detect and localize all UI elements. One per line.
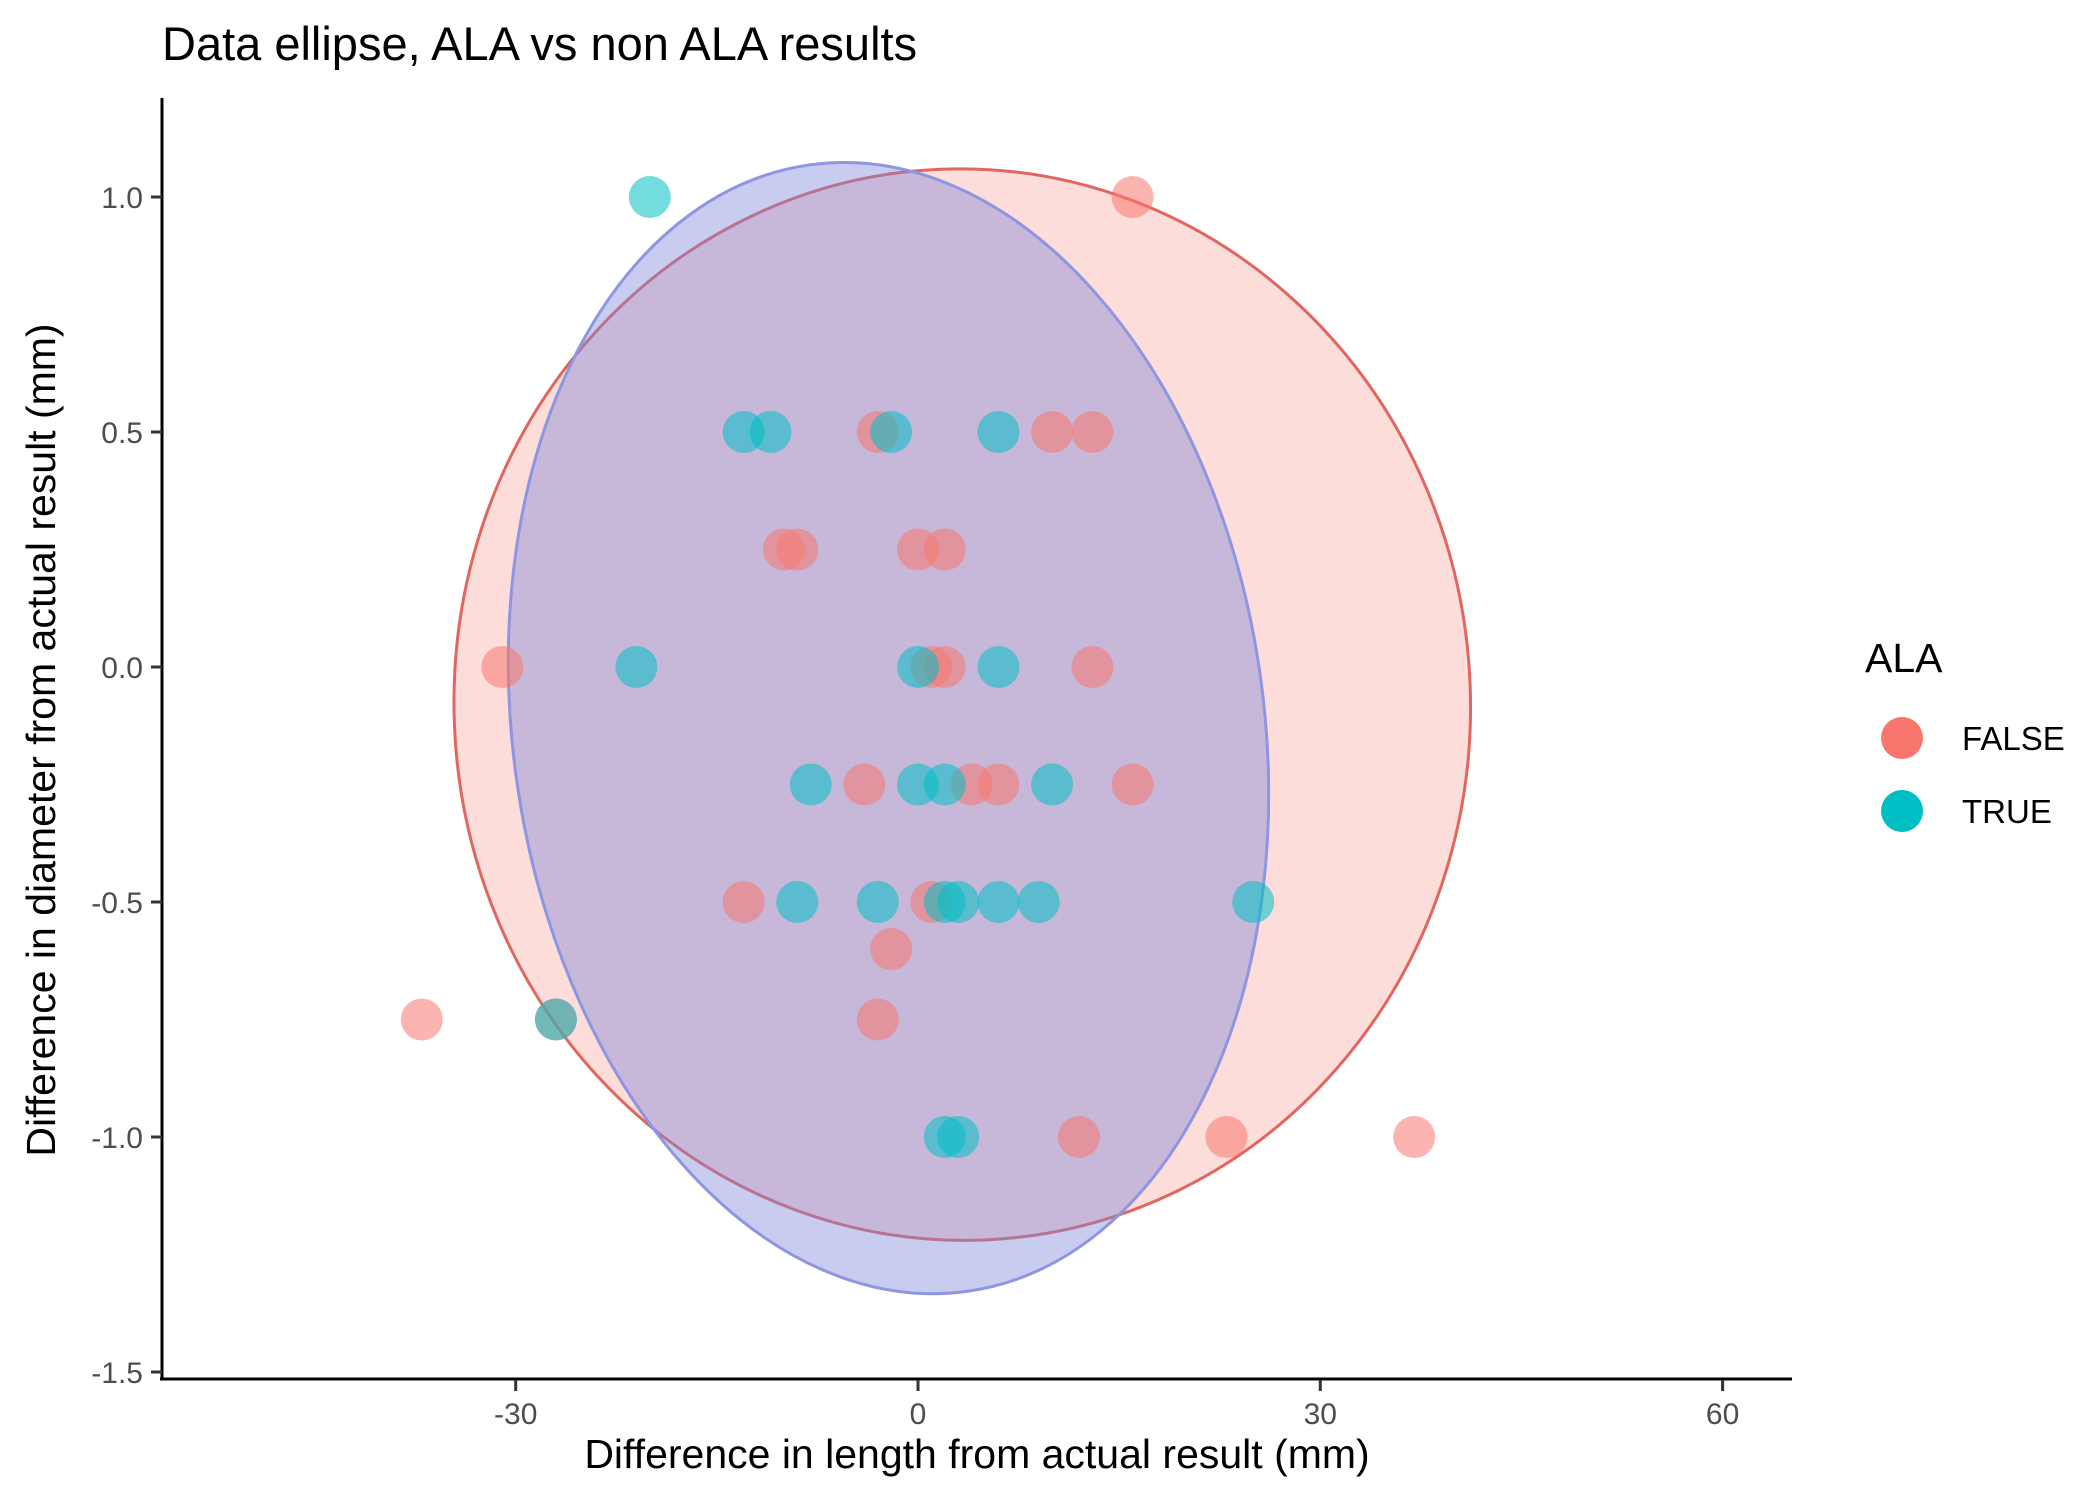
x-axis-title: Difference in length from actual result …: [584, 1431, 1369, 1477]
point-true: [977, 411, 1020, 453]
y-tick-label: 1.0: [101, 182, 143, 215]
point-true: [1031, 763, 1074, 806]
x-tick-label: -30: [494, 1398, 537, 1431]
point-false: [1031, 411, 1074, 453]
point-false: [1071, 411, 1114, 453]
point-true: [749, 411, 792, 453]
legend-label-true: TRUE: [1962, 793, 2052, 830]
point-true: [870, 411, 913, 453]
point-true: [789, 763, 832, 806]
point-false: [977, 763, 1020, 806]
point-false: [776, 528, 819, 571]
x-tick-label: 30: [1304, 1398, 1337, 1431]
point-true: [977, 646, 1020, 688]
data-points: [400, 176, 1436, 1158]
legend-label-false: FALSE: [1962, 720, 2065, 757]
point-true: [937, 1116, 980, 1158]
point-false: [400, 998, 443, 1041]
y-tick-label: -1.5: [91, 1357, 143, 1390]
y-tick-label: -1.0: [91, 1122, 143, 1155]
point-true: [776, 881, 819, 923]
point-true: [856, 881, 899, 923]
point-true: [937, 881, 980, 923]
legend-key-true: [1881, 790, 1923, 832]
x-axis-ticks: -30 0 30 60: [494, 1380, 1739, 1431]
point-true: [1232, 881, 1275, 923]
point-false: [1111, 176, 1154, 218]
chart-title: Data ellipse, ALA vs non ALA results: [162, 17, 917, 70]
legend: ALA FALSE TRUE: [1865, 635, 2065, 832]
legend-title: ALA: [1865, 635, 1943, 681]
point-false: [870, 928, 913, 970]
y-tick-label: 0.0: [101, 652, 143, 685]
point-false: [1057, 1116, 1100, 1158]
y-tick-label: 0.5: [101, 417, 143, 450]
y-axis-title: Difference in diameter from actual resul…: [18, 323, 64, 1156]
x-tick-label: 60: [1706, 1398, 1739, 1431]
point-false: [923, 528, 966, 571]
point-true: [615, 646, 658, 688]
legend-key-false: [1881, 717, 1923, 759]
point-true: [628, 176, 671, 218]
point-false: [1393, 1116, 1436, 1158]
point-false: [1111, 763, 1154, 806]
ellipse-false: [452, 167, 1473, 1242]
point-true: [1017, 881, 1060, 923]
y-tick-label: -0.5: [91, 887, 143, 920]
point-false: [843, 763, 886, 806]
data-ellipses: [452, 161, 1473, 1296]
point-false: [856, 998, 899, 1041]
point-false: [481, 646, 524, 688]
point-true: [897, 646, 939, 688]
point-true: [977, 881, 1020, 923]
point-false: [1071, 646, 1114, 688]
point-true: [534, 998, 577, 1041]
point-false: [722, 881, 765, 923]
y-axis-ticks: -1.5 -1.0 -0.5 0.0 0.5 1.0: [91, 182, 162, 1390]
point-false: [1205, 1116, 1248, 1158]
x-tick-label: 0: [910, 1398, 927, 1431]
point-true: [923, 763, 966, 806]
